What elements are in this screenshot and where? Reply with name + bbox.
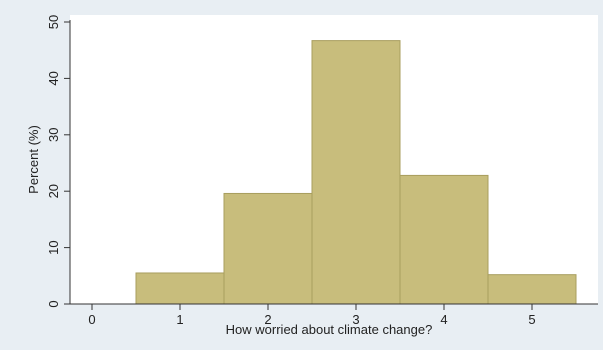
x-tick-label: 2 — [264, 312, 271, 327]
y-tick-label: 10 — [46, 240, 61, 254]
bar-4 — [399, 174, 489, 305]
y-tick-label: 40 — [46, 71, 61, 85]
bar-1 — [135, 272, 225, 305]
x-tick-label: 3 — [352, 312, 359, 327]
x-tick-label: 1 — [176, 312, 183, 327]
x-axis-label: How worried about climate change? — [226, 322, 433, 337]
y-tick-label: 30 — [46, 128, 61, 142]
y-tick-label: 20 — [46, 184, 61, 198]
x-tick-label: 0 — [88, 312, 95, 327]
x-tick-label: 5 — [528, 312, 535, 327]
y-axis-label: Percent (%) — [26, 125, 41, 194]
bar-3 — [311, 40, 401, 305]
y-tick-label: 50 — [46, 15, 61, 29]
x-tick-label: 4 — [440, 312, 447, 327]
bar-2 — [223, 192, 313, 305]
bar-5 — [487, 274, 577, 305]
y-tick-label: 0 — [46, 300, 61, 307]
